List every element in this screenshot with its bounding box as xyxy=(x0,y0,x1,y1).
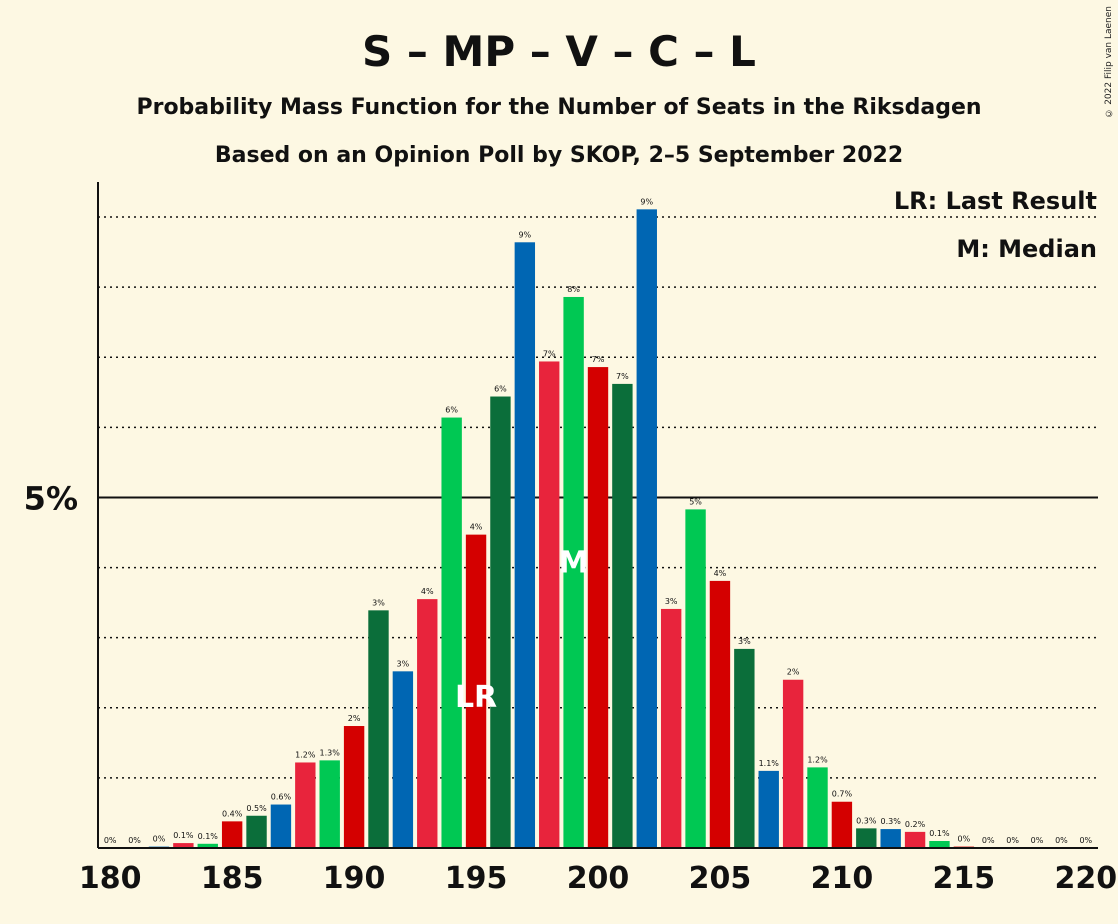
bar-seat-206 xyxy=(734,648,755,848)
x-tick-185: 185 xyxy=(201,861,264,896)
bar-label-seat-186: 0.5% xyxy=(246,804,267,813)
bar-label-seat-185: 0.4% xyxy=(222,809,243,818)
y-tick-label: 5% xyxy=(24,479,78,517)
x-tick-labels: 180 185 190 195 200 205 210 215 220 xyxy=(79,861,1117,896)
bar-label-seat-183: 0.1% xyxy=(173,831,194,840)
bar-label-seat-196: 6% xyxy=(494,385,507,394)
bar-seat-202 xyxy=(636,209,657,848)
x-tick-220: 220 xyxy=(1054,861,1117,896)
bar-label-seat-218: 0% xyxy=(1031,836,1044,845)
bar-seat-204 xyxy=(685,509,706,848)
bar-seat-189 xyxy=(319,760,340,848)
bar-label-seat-206: 3% xyxy=(738,637,751,646)
bar-label-seat-180: 0% xyxy=(104,836,117,845)
bar-seat-184 xyxy=(197,843,218,848)
bar-label-seat-219: 0% xyxy=(1055,836,1068,845)
bar-seat-183 xyxy=(173,843,194,848)
median-marker: M xyxy=(559,545,589,580)
bar-seat-200 xyxy=(587,367,609,848)
bar-label-seat-212: 0.3% xyxy=(881,817,902,826)
bar-seat-212 xyxy=(880,829,901,848)
bar-seat-214 xyxy=(929,840,950,848)
legend-last-result: LR: Last Result xyxy=(894,187,1097,215)
bar-label-seat-200: 7% xyxy=(592,355,605,364)
bar-seat-211 xyxy=(856,828,877,848)
bar-seat-199 xyxy=(563,296,584,848)
bar-label-seat-189: 1.3% xyxy=(320,748,341,757)
bar-label-seat-217: 0% xyxy=(1006,836,1019,845)
bar-label-seat-181: 0% xyxy=(128,836,141,845)
bar-seat-187 xyxy=(270,804,292,848)
bar-label-seat-198: 7% xyxy=(543,349,556,358)
bar-label-seat-208: 2% xyxy=(787,668,800,677)
bar-label-seat-210: 0.7% xyxy=(832,790,853,799)
bar-label-seat-188: 1.2% xyxy=(295,750,316,759)
bar-label-seat-193: 4% xyxy=(421,587,434,596)
copyright-note: © 2022 Filip van Laenen xyxy=(1104,6,1114,118)
bar-seat-188 xyxy=(295,762,316,848)
bar-label-seat-213: 0.2% xyxy=(905,820,926,829)
bar-seat-213 xyxy=(904,831,926,848)
bar-seat-210 xyxy=(831,801,853,848)
bar-markers: LR M xyxy=(455,545,589,714)
x-tick-195: 195 xyxy=(445,861,508,896)
x-tick-205: 205 xyxy=(689,861,752,896)
bar-label-seat-203: 3% xyxy=(665,597,678,606)
bar-label-seat-197: 9% xyxy=(518,230,531,239)
bars xyxy=(148,209,975,848)
bar-seat-194 xyxy=(441,417,462,848)
bar-label-seat-202: 9% xyxy=(640,197,653,206)
bar-label-seat-204: 5% xyxy=(689,497,702,506)
x-tick-180: 180 xyxy=(79,861,142,896)
bar-label-seat-207: 1.1% xyxy=(759,759,780,768)
bar-seat-205 xyxy=(709,580,731,848)
chart-subtitle: Probability Mass Function for the Number… xyxy=(136,95,981,120)
bar-seat-203 xyxy=(660,608,682,848)
bar-label-seat-215: 0% xyxy=(958,835,971,844)
bar-seat-208 xyxy=(782,679,804,848)
bar-seat-193 xyxy=(417,599,438,848)
bar-label-seat-182: 0% xyxy=(153,835,166,844)
bar-label-seat-199: 8% xyxy=(567,285,580,294)
bar-seat-197 xyxy=(514,242,536,848)
x-tick-210: 210 xyxy=(811,861,874,896)
bar-seat-192 xyxy=(392,671,414,848)
chart-title: S – MP – V – C – L xyxy=(362,27,756,76)
bar-seat-209 xyxy=(807,767,828,848)
x-tick-190: 190 xyxy=(323,861,386,896)
bar-seat-195 xyxy=(465,534,487,848)
bar-seat-201 xyxy=(612,383,633,848)
bar-label-seat-184: 0.1% xyxy=(198,832,219,841)
bar-label-seat-191: 3% xyxy=(372,598,385,607)
bar-seat-198 xyxy=(539,361,560,848)
bar-seat-186 xyxy=(246,815,267,848)
bar-label-seat-216: 0% xyxy=(982,836,995,845)
bar-seat-207 xyxy=(758,770,779,848)
bar-seat-185 xyxy=(221,821,243,848)
bar-label-seat-205: 4% xyxy=(714,569,727,578)
bar-label-seat-201: 7% xyxy=(616,372,629,381)
bar-labels: 0% 0% 0% 0.1% 0.1% 0.4%0.5% 0.6% 1.2% 1.3% 2% 3% 3%… xyxy=(104,197,1093,845)
bar-label-seat-194: 6% xyxy=(445,406,458,415)
x-tick-200: 200 xyxy=(567,861,630,896)
legend-median: M: Median xyxy=(956,235,1097,263)
bar-label-seat-214: 0.1% xyxy=(929,829,950,838)
bar-label-seat-190: 2% xyxy=(348,714,361,723)
chart-subtitle-poll: Based on an Opinion Poll by SKOP, 2–5 Se… xyxy=(215,143,903,168)
bar-label-seat-220: 0% xyxy=(1079,836,1092,845)
bar-seat-191 xyxy=(368,610,389,848)
bar-label-seat-195: 4% xyxy=(470,523,483,532)
last-result-marker: LR xyxy=(455,680,497,715)
x-tick-215: 215 xyxy=(933,861,996,896)
bar-label-seat-209: 1.2% xyxy=(807,755,828,764)
bar-seat-196 xyxy=(490,396,511,848)
bar-label-seat-192: 3% xyxy=(397,659,410,668)
bar-seat-190 xyxy=(343,726,365,848)
bar-label-seat-211: 0.3% xyxy=(856,816,877,825)
bar-label-seat-187: 0.6% xyxy=(271,793,292,802)
